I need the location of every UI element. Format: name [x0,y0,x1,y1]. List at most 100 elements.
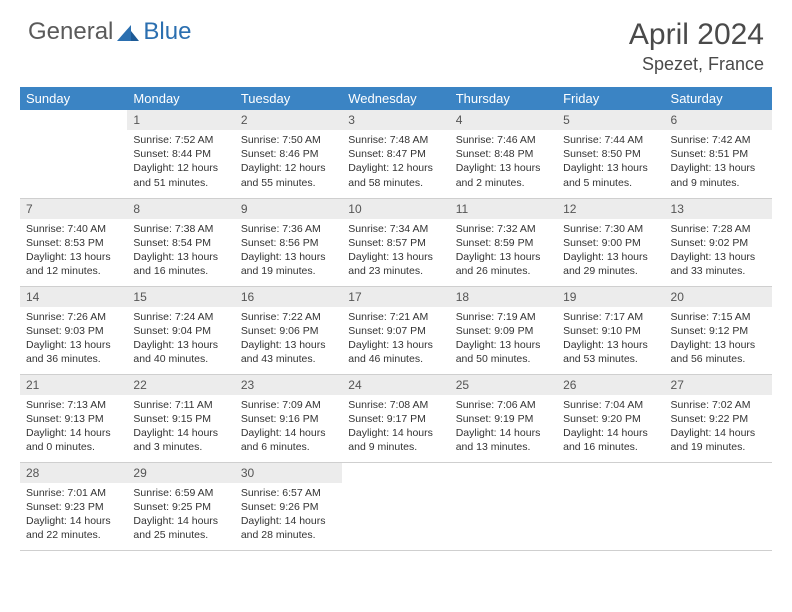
day-details: Sunrise: 7:30 AMSunset: 9:00 PMDaylight:… [557,219,664,283]
calendar-day-cell: 21Sunrise: 7:13 AMSunset: 9:13 PMDayligh… [20,374,127,462]
day-details: Sunrise: 7:19 AMSunset: 9:09 PMDaylight:… [450,307,557,371]
day-details: Sunrise: 7:06 AMSunset: 9:19 PMDaylight:… [450,395,557,459]
day-details: Sunrise: 7:22 AMSunset: 9:06 PMDaylight:… [235,307,342,371]
day-number: 16 [235,287,342,307]
calendar-empty-cell [557,462,664,550]
weekday-header: Monday [127,87,234,110]
calendar-day-cell: 6Sunrise: 7:42 AMSunset: 8:51 PMDaylight… [665,110,772,198]
logo: General Blue [28,18,191,46]
calendar-week-row: 1Sunrise: 7:52 AMSunset: 8:44 PMDaylight… [20,110,772,198]
day-number: 24 [342,375,449,395]
day-details: Sunrise: 7:09 AMSunset: 9:16 PMDaylight:… [235,395,342,459]
calendar-day-cell: 26Sunrise: 7:04 AMSunset: 9:20 PMDayligh… [557,374,664,462]
day-details: Sunrise: 7:34 AMSunset: 8:57 PMDaylight:… [342,219,449,283]
calendar-day-cell: 5Sunrise: 7:44 AMSunset: 8:50 PMDaylight… [557,110,664,198]
day-details: Sunrise: 7:13 AMSunset: 9:13 PMDaylight:… [20,395,127,459]
weekday-header: Sunday [20,87,127,110]
day-number: 26 [557,375,664,395]
day-details: Sunrise: 7:26 AMSunset: 9:03 PMDaylight:… [20,307,127,371]
calendar-day-cell: 19Sunrise: 7:17 AMSunset: 9:10 PMDayligh… [557,286,664,374]
day-details: Sunrise: 6:57 AMSunset: 9:26 PMDaylight:… [235,483,342,547]
calendar-day-cell: 3Sunrise: 7:48 AMSunset: 8:47 PMDaylight… [342,110,449,198]
day-number: 5 [557,110,664,130]
calendar-week-row: 21Sunrise: 7:13 AMSunset: 9:13 PMDayligh… [20,374,772,462]
day-details: Sunrise: 7:21 AMSunset: 9:07 PMDaylight:… [342,307,449,371]
day-details: Sunrise: 7:17 AMSunset: 9:10 PMDaylight:… [557,307,664,371]
weekday-header: Thursday [450,87,557,110]
calendar-empty-cell [342,462,449,550]
calendar-week-row: 14Sunrise: 7:26 AMSunset: 9:03 PMDayligh… [20,286,772,374]
calendar-day-cell: 23Sunrise: 7:09 AMSunset: 9:16 PMDayligh… [235,374,342,462]
day-details: Sunrise: 7:50 AMSunset: 8:46 PMDaylight:… [235,130,342,194]
header: General Blue April 2024 Spezet, France [0,0,792,81]
day-details: Sunrise: 7:38 AMSunset: 8:54 PMDaylight:… [127,219,234,283]
calendar-day-cell: 10Sunrise: 7:34 AMSunset: 8:57 PMDayligh… [342,198,449,286]
calendar-day-cell: 12Sunrise: 7:30 AMSunset: 9:00 PMDayligh… [557,198,664,286]
day-number: 18 [450,287,557,307]
day-details: Sunrise: 6:59 AMSunset: 9:25 PMDaylight:… [127,483,234,547]
day-number: 4 [450,110,557,130]
calendar-day-cell: 11Sunrise: 7:32 AMSunset: 8:59 PMDayligh… [450,198,557,286]
logo-text-general: General [28,18,113,46]
calendar-day-cell: 8Sunrise: 7:38 AMSunset: 8:54 PMDaylight… [127,198,234,286]
day-details: Sunrise: 7:44 AMSunset: 8:50 PMDaylight:… [557,130,664,194]
day-number: 23 [235,375,342,395]
day-details: Sunrise: 7:15 AMSunset: 9:12 PMDaylight:… [665,307,772,371]
day-details: Sunrise: 7:08 AMSunset: 9:17 PMDaylight:… [342,395,449,459]
calendar-day-cell: 4Sunrise: 7:46 AMSunset: 8:48 PMDaylight… [450,110,557,198]
calendar-day-cell: 29Sunrise: 6:59 AMSunset: 9:25 PMDayligh… [127,462,234,550]
day-number: 25 [450,375,557,395]
day-number: 14 [20,287,127,307]
day-details: Sunrise: 7:28 AMSunset: 9:02 PMDaylight:… [665,219,772,283]
day-number: 13 [665,199,772,219]
logo-text-blue: Blue [143,18,191,46]
calendar-day-cell: 9Sunrise: 7:36 AMSunset: 8:56 PMDaylight… [235,198,342,286]
day-details: Sunrise: 7:04 AMSunset: 9:20 PMDaylight:… [557,395,664,459]
day-number: 12 [557,199,664,219]
weekday-header: Friday [557,87,664,110]
weekday-header: Saturday [665,87,772,110]
logo-triangle-icon [117,23,139,41]
day-number: 22 [127,375,234,395]
day-details: Sunrise: 7:36 AMSunset: 8:56 PMDaylight:… [235,219,342,283]
calendar-day-cell: 20Sunrise: 7:15 AMSunset: 9:12 PMDayligh… [665,286,772,374]
day-number: 6 [665,110,772,130]
weekday-header-row: SundayMondayTuesdayWednesdayThursdayFrid… [20,87,772,110]
day-number: 17 [342,287,449,307]
calendar-table: SundayMondayTuesdayWednesdayThursdayFrid… [20,87,772,551]
calendar-day-cell: 17Sunrise: 7:21 AMSunset: 9:07 PMDayligh… [342,286,449,374]
day-details: Sunrise: 7:02 AMSunset: 9:22 PMDaylight:… [665,395,772,459]
calendar-day-cell: 16Sunrise: 7:22 AMSunset: 9:06 PMDayligh… [235,286,342,374]
day-number: 30 [235,463,342,483]
calendar-empty-cell [450,462,557,550]
day-number: 29 [127,463,234,483]
day-details: Sunrise: 7:46 AMSunset: 8:48 PMDaylight:… [450,130,557,194]
calendar-day-cell: 30Sunrise: 6:57 AMSunset: 9:26 PMDayligh… [235,462,342,550]
calendar-day-cell: 15Sunrise: 7:24 AMSunset: 9:04 PMDayligh… [127,286,234,374]
title-block: April 2024 Spezet, France [629,18,764,75]
location: Spezet, France [629,54,764,75]
calendar-day-cell: 13Sunrise: 7:28 AMSunset: 9:02 PMDayligh… [665,198,772,286]
calendar-day-cell: 18Sunrise: 7:19 AMSunset: 9:09 PMDayligh… [450,286,557,374]
day-details: Sunrise: 7:11 AMSunset: 9:15 PMDaylight:… [127,395,234,459]
calendar-week-row: 7Sunrise: 7:40 AMSunset: 8:53 PMDaylight… [20,198,772,286]
calendar-day-cell: 24Sunrise: 7:08 AMSunset: 9:17 PMDayligh… [342,374,449,462]
weekday-header: Wednesday [342,87,449,110]
day-number: 2 [235,110,342,130]
day-details: Sunrise: 7:42 AMSunset: 8:51 PMDaylight:… [665,130,772,194]
calendar-day-cell: 27Sunrise: 7:02 AMSunset: 9:22 PMDayligh… [665,374,772,462]
day-details: Sunrise: 7:24 AMSunset: 9:04 PMDaylight:… [127,307,234,371]
day-number: 15 [127,287,234,307]
day-details: Sunrise: 7:52 AMSunset: 8:44 PMDaylight:… [127,130,234,194]
day-number: 3 [342,110,449,130]
day-number: 7 [20,199,127,219]
calendar-day-cell: 25Sunrise: 7:06 AMSunset: 9:19 PMDayligh… [450,374,557,462]
day-details: Sunrise: 7:48 AMSunset: 8:47 PMDaylight:… [342,130,449,194]
calendar-day-cell: 1Sunrise: 7:52 AMSunset: 8:44 PMDaylight… [127,110,234,198]
day-details: Sunrise: 7:40 AMSunset: 8:53 PMDaylight:… [20,219,127,283]
weekday-header: Tuesday [235,87,342,110]
calendar-day-cell: 2Sunrise: 7:50 AMSunset: 8:46 PMDaylight… [235,110,342,198]
calendar-day-cell: 7Sunrise: 7:40 AMSunset: 8:53 PMDaylight… [20,198,127,286]
calendar-week-row: 28Sunrise: 7:01 AMSunset: 9:23 PMDayligh… [20,462,772,550]
day-number: 19 [557,287,664,307]
